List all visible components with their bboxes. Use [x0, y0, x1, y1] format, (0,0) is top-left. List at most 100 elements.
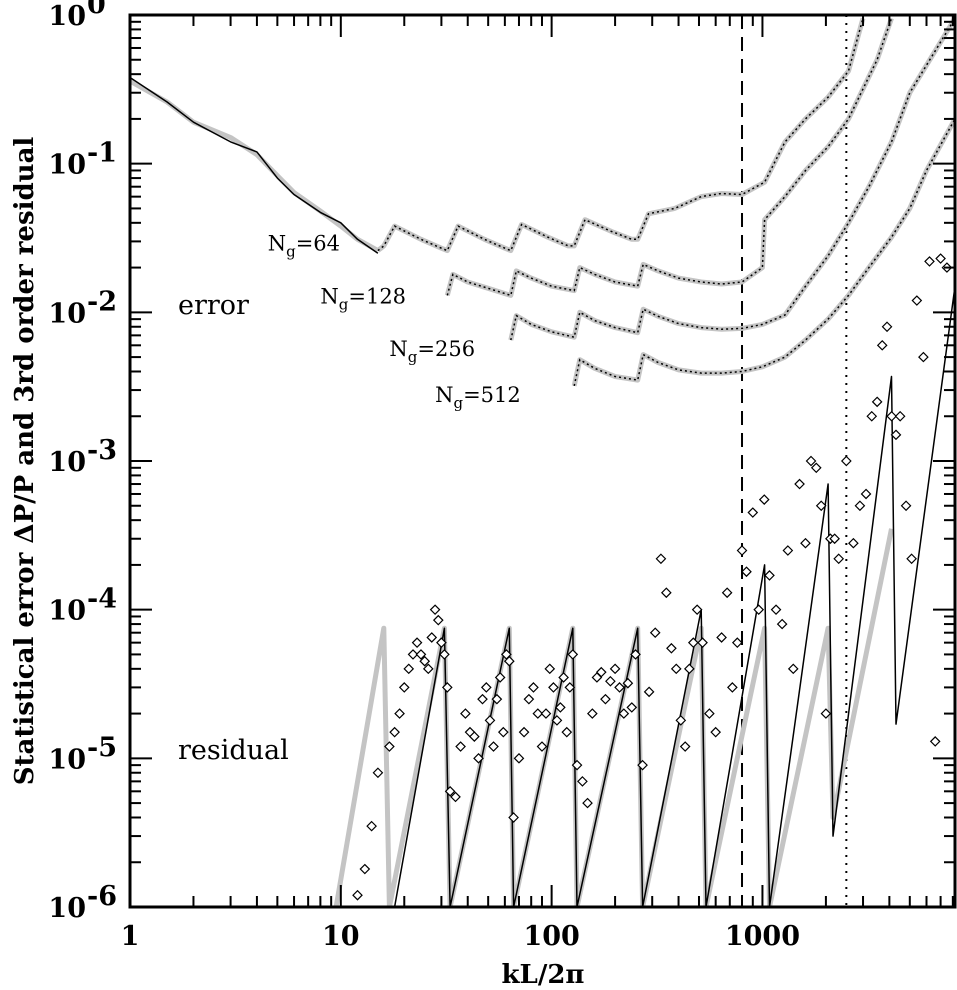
y-axis-title: Statistical error ΔP/P and 3rd order res… [10, 137, 40, 786]
data-point [906, 553, 917, 565]
data-point [564, 682, 576, 693]
data-point [670, 663, 682, 675]
data-point [494, 672, 506, 683]
data-point [829, 533, 840, 545]
y-tick-exponent: -6 [87, 881, 117, 912]
data-point [352, 889, 363, 901]
data-point [551, 715, 563, 726]
data-point [558, 672, 569, 683]
series-line-dotted-overlay [573, 118, 955, 387]
data-point [833, 553, 845, 565]
y-tick-exponent: 0 [87, 0, 106, 20]
data-point [655, 553, 667, 565]
y-tick-label: 10 [48, 298, 86, 329]
data-point [503, 655, 515, 667]
data-point [848, 537, 859, 549]
x-tick-label: 100 [523, 921, 579, 952]
data-point [407, 649, 419, 660]
data-point [731, 637, 743, 648]
series-line [130, 76, 379, 254]
data-point [544, 663, 556, 675]
data-point [491, 693, 503, 705]
data-point [727, 682, 738, 693]
y-tick-label: 10 [48, 744, 86, 775]
y-tick-exponent: -5 [87, 732, 117, 763]
data-point [497, 726, 509, 738]
data-point [697, 637, 708, 648]
data-point [679, 741, 691, 752]
data-point [384, 741, 395, 752]
data-point [605, 675, 616, 687]
data-point [441, 682, 453, 693]
data-point [513, 752, 525, 764]
ng-label: Ng=256 [389, 337, 475, 366]
data-point [411, 637, 423, 648]
data-point [787, 663, 799, 675]
y-tick-exponent: -1 [87, 138, 117, 169]
data-point [929, 736, 941, 747]
data-point [508, 812, 519, 823]
data-point [716, 632, 727, 643]
data-point [622, 677, 634, 689]
data-point [782, 545, 794, 556]
data-point [710, 726, 722, 738]
data-point [860, 488, 872, 500]
data-point [571, 759, 583, 771]
data-point [600, 693, 611, 705]
residual-label: residual [178, 735, 289, 766]
data-point [436, 637, 447, 648]
plot-area [130, 15, 955, 907]
data-point [840, 455, 852, 467]
series-line-dotted-overlay [377, 18, 864, 252]
data-point [439, 649, 450, 660]
data-point [800, 537, 811, 549]
data-point [444, 785, 456, 797]
data-point [359, 863, 371, 875]
data-point [691, 604, 703, 616]
y-tick-exponent: -4 [87, 584, 117, 615]
data-point [704, 708, 715, 719]
y-tick-exponent: -3 [87, 435, 117, 466]
data-point [649, 627, 661, 639]
series-line-dotted-overlay [446, 18, 893, 297]
x-tick-label: 10 [322, 921, 360, 952]
data-point [900, 500, 912, 512]
data-point [881, 321, 893, 333]
y-tick-exponent: -2 [87, 286, 117, 317]
data-point [477, 693, 488, 705]
data-point [890, 429, 902, 441]
data-point [419, 655, 431, 667]
data-point [366, 820, 377, 832]
data-point [683, 663, 695, 675]
data-point [736, 545, 748, 556]
ng-label: Ng=512 [435, 383, 521, 412]
data-point [770, 604, 782, 616]
data-point [484, 715, 496, 726]
y-tick-label: 10 [48, 447, 86, 478]
data-point [894, 410, 906, 422]
data-point [626, 702, 638, 713]
data-point [460, 708, 471, 719]
data-point [666, 642, 677, 654]
data-point [721, 587, 733, 599]
data-point [815, 500, 827, 512]
data-point [609, 663, 621, 675]
data-point [403, 663, 415, 675]
data-point [577, 776, 588, 787]
x-tick-label: 1000 [725, 921, 800, 952]
data-point [918, 351, 929, 363]
data-point [924, 256, 935, 267]
data-point [429, 604, 441, 616]
data-point [432, 614, 444, 626]
x-tick-label: 1 [121, 921, 140, 952]
data-point [582, 797, 593, 809]
data-point [523, 693, 535, 705]
data-point [548, 682, 559, 693]
data-point [614, 682, 625, 693]
data-point [871, 396, 883, 408]
data-point [643, 686, 655, 698]
data-point [747, 507, 759, 518]
data-point [532, 708, 544, 719]
